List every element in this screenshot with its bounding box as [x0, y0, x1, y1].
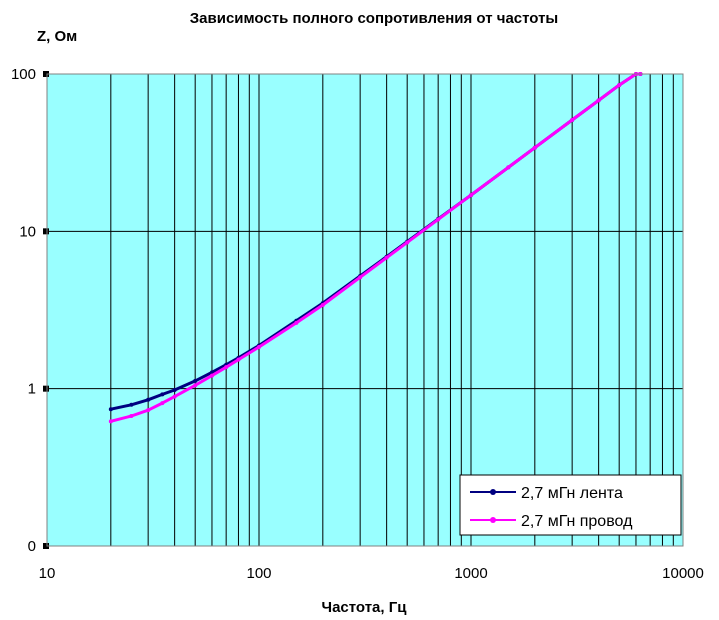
legend: 2,7 мГн лента 2,7 мГн провод [459, 474, 682, 536]
series-point-1 [236, 357, 241, 362]
series-point-1 [193, 383, 198, 388]
y-tick-label: 0 [28, 538, 36, 555]
legend-box [459, 474, 682, 536]
series-point-1 [320, 303, 325, 308]
y-tick-label: 100 [11, 66, 36, 83]
series-point-0 [172, 388, 177, 393]
plot-area [47, 74, 683, 546]
series-point-0 [129, 402, 134, 407]
series-point-0 [193, 378, 198, 383]
x-tick-label: 1000 [454, 565, 487, 582]
series-point-1 [224, 365, 229, 370]
series-point-0 [108, 407, 113, 412]
series-line-1 [110, 72, 641, 423]
series-point-1 [617, 83, 622, 88]
legend-label-provod: 2,7 мГн провод [521, 513, 633, 530]
y-tick-label: 1 [28, 381, 36, 398]
y-tick-mark [43, 543, 49, 549]
series-point-1 [294, 320, 299, 325]
y-axis-label: Z, Ом [37, 28, 77, 45]
plot-border [46, 73, 684, 547]
x-axis-label: Частота, Гц [322, 599, 408, 616]
grid [47, 74, 683, 546]
y-tick-label: 10 [19, 223, 36, 240]
series-group [108, 72, 643, 424]
legend-marker-1 [490, 517, 496, 523]
series-point-0 [160, 392, 165, 397]
series-point-1 [384, 255, 389, 260]
series-point-1 [129, 414, 134, 419]
y-tick-mark [43, 385, 49, 392]
x-tick-label: 100 [246, 565, 271, 582]
series-point-1 [146, 408, 151, 413]
y-tick-mark [43, 71, 49, 77]
legend-label-lenta: 2,7 мГн лента [521, 485, 623, 502]
series-point-1 [506, 165, 511, 170]
series-point-1 [257, 345, 261, 350]
series-point-1 [209, 373, 214, 378]
series-point-1 [469, 193, 473, 198]
series-point-0 [146, 397, 151, 402]
series-point-1 [570, 118, 575, 123]
chart-title: Зависимость полного сопротивления от час… [190, 10, 558, 27]
series-point-1 [160, 401, 165, 406]
legend-marker-0 [490, 489, 496, 495]
series-point-1 [108, 419, 113, 424]
tick-labels: 10 100 1000 10000 0 1 10 100 [11, 66, 704, 582]
series-point-1 [172, 394, 177, 399]
series-point-1 [405, 240, 410, 245]
series-point-1 [532, 145, 537, 150]
series-point-1 [358, 275, 363, 280]
x-tick-label: 10 [39, 565, 56, 582]
x-tick-label: 10000 [662, 565, 704, 582]
y-tick-mark [43, 228, 49, 235]
series-point-1 [436, 217, 441, 222]
series-point-1 [596, 98, 601, 103]
